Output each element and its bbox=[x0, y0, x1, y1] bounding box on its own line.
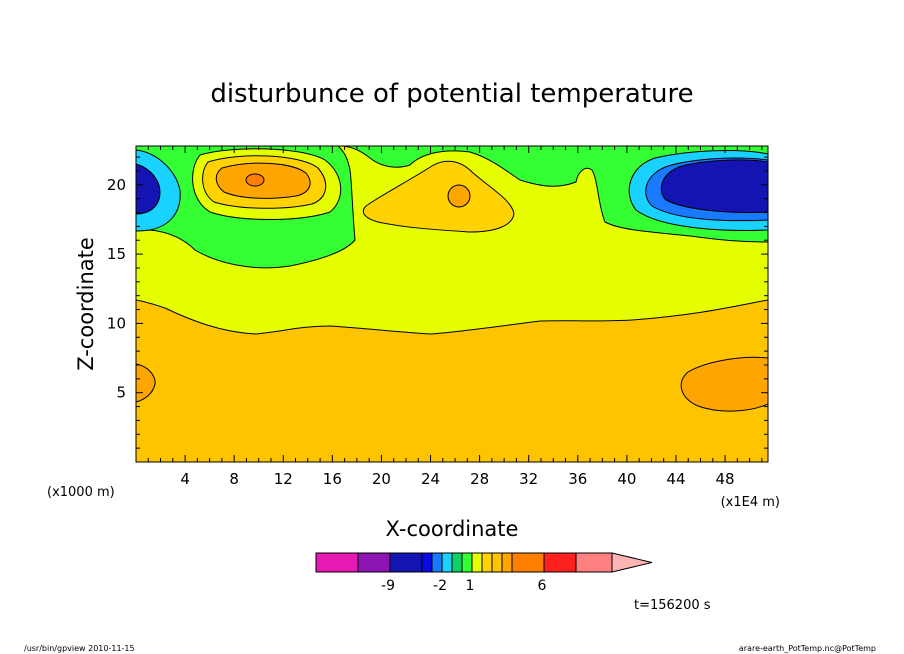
x-tick-label: 36 bbox=[568, 470, 587, 488]
footer-right: arare-earth_PotTemp.nc@PotTemp bbox=[739, 644, 876, 653]
colorbar-cell bbox=[441, 552, 453, 573]
colorbar-cell bbox=[431, 552, 443, 573]
colorbar-cell bbox=[357, 552, 391, 573]
warm-upper-center-core bbox=[447, 184, 471, 208]
colorbar-cell bbox=[501, 552, 513, 573]
colorbar-cell bbox=[543, 552, 577, 573]
plot-area bbox=[135, 145, 769, 463]
colorbar-cell bbox=[471, 552, 483, 573]
x-unit-note: (x1E4 m) bbox=[721, 495, 780, 510]
y-tick-label: 20 bbox=[107, 176, 126, 194]
y-tick-label: 5 bbox=[116, 384, 126, 402]
warm-upper-center-1 bbox=[362, 160, 515, 233]
colorbar-cell bbox=[315, 552, 359, 573]
colorbar-tick-label: -2 bbox=[433, 578, 447, 594]
x-tick-label: 12 bbox=[274, 470, 293, 488]
plot-frame bbox=[135, 145, 769, 463]
x-tick-label: 24 bbox=[421, 470, 440, 488]
cold-upper-left-2 bbox=[135, 163, 161, 215]
colorbar-cell bbox=[461, 552, 473, 573]
colorbar-tick-label: 1 bbox=[466, 578, 475, 594]
x-tick-label: 20 bbox=[372, 470, 391, 488]
warm-upper-left-core bbox=[245, 173, 265, 187]
time-label: t=156200 s bbox=[634, 598, 711, 613]
y-unit-note: (x1000 m) bbox=[47, 485, 115, 500]
x-tick-label: 28 bbox=[470, 470, 489, 488]
colorbar: -9 -2 1 6 bbox=[315, 552, 653, 594]
colorbar-arrow bbox=[611, 552, 653, 573]
cold-upper-right-3 bbox=[660, 159, 769, 213]
y-tick-label: 15 bbox=[107, 245, 126, 263]
y-axis-label: Z-coordinate bbox=[74, 237, 98, 371]
colorbar-cell bbox=[421, 552, 433, 573]
x-tick-label: 4 bbox=[180, 470, 190, 488]
x-tick-label: 16 bbox=[323, 470, 342, 488]
warm-lower-right bbox=[680, 356, 769, 412]
x-tick-label: 40 bbox=[617, 470, 636, 488]
x-tick-label: 48 bbox=[716, 470, 735, 488]
y-tick-label: 10 bbox=[107, 314, 126, 332]
colorbar-cell bbox=[575, 552, 613, 573]
colorbar-cell bbox=[511, 552, 545, 573]
x-axis-label: X-coordinate bbox=[386, 517, 519, 541]
x-tick-label: 44 bbox=[666, 470, 685, 488]
x-tick-label: 32 bbox=[519, 470, 538, 488]
chart-title: disturbunce of potential temperature bbox=[210, 79, 693, 109]
x-tick-label: 8 bbox=[229, 470, 239, 488]
colorbar-tick-label: 6 bbox=[538, 578, 547, 594]
footer-left: /usr/bin/gpview 2010-11-15 bbox=[24, 644, 135, 653]
colorbar-cell bbox=[451, 552, 463, 573]
colorbar-tick-label: -9 bbox=[381, 578, 395, 594]
colorbar-cell bbox=[389, 552, 423, 573]
colorbar-cell bbox=[481, 552, 493, 573]
colorbar-cell bbox=[491, 552, 503, 573]
